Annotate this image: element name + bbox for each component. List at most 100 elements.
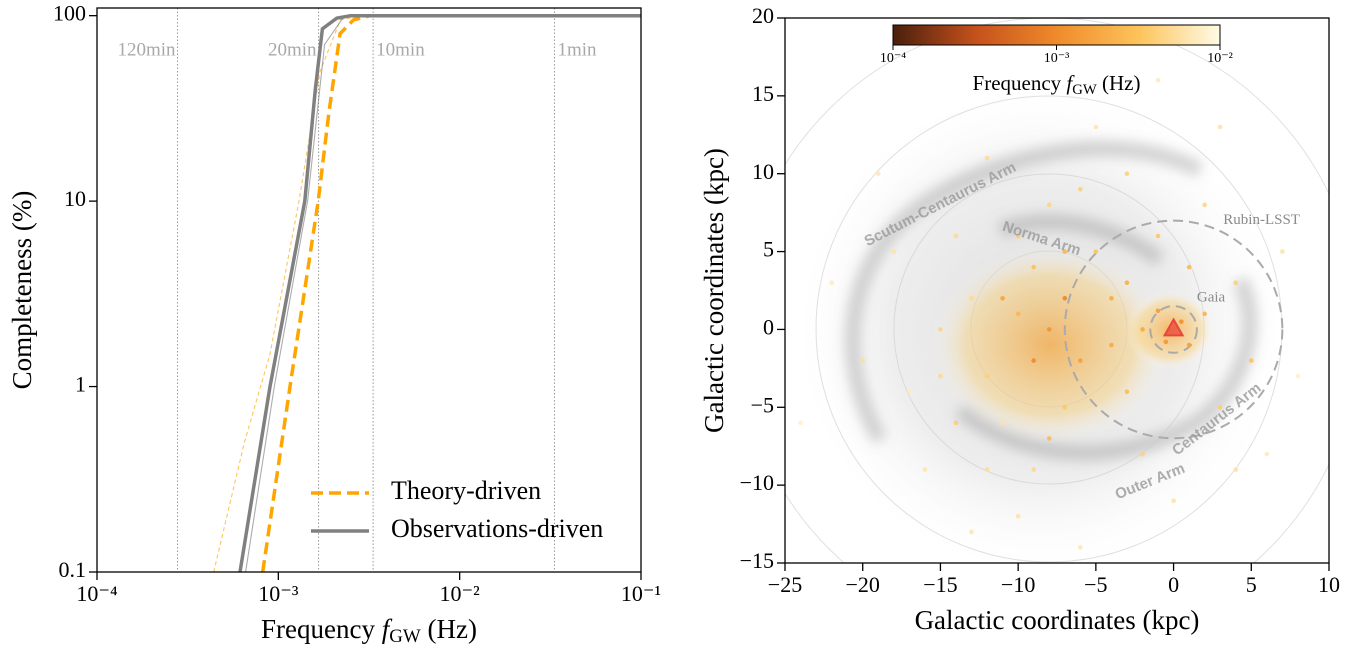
binary-point [1093,249,1099,254]
binary-point [1031,264,1036,270]
x-axis-label: Galactic coordinates (kpc) [915,605,1200,635]
minute-label: 10min [376,39,425,60]
binary-point [938,373,943,379]
x-tick-label: −15 [923,572,957,597]
binary-point [1062,295,1068,301]
binary-point [969,295,974,301]
binary-point [1140,327,1145,332]
region-label: Gaia [1197,290,1226,306]
binary-point [1155,233,1161,239]
x-tick-label: 10⁻³ [258,581,299,606]
y-axis-label: Completeness (%) [7,191,37,390]
x-tick-label: 10⁻² [440,581,481,606]
binary-point [1078,545,1083,550]
binary-point [1202,202,1207,208]
binary-point [1093,124,1099,130]
minute-label: 1min [557,39,597,60]
binary-point [1015,233,1021,239]
colorbar [892,24,1221,46]
legend-label: Theory-driven [391,476,541,505]
binary-point [1155,308,1161,314]
binary-point [1078,186,1083,192]
binary-point [1140,451,1145,457]
binary-point [1248,358,1254,363]
binary-point [907,389,912,395]
binary-point [1202,311,1207,317]
minute-label: 20min [268,39,317,60]
colorbar-label: Frequency fGW (Hz) [973,71,1141,99]
binary-point [922,467,928,472]
x-axis-label: Frequency fGW (Hz) [261,614,477,647]
x-tick-label: −25 [768,572,802,597]
galaxy-background [785,18,1329,563]
x-tick-label: 10 [1318,572,1340,597]
x-tick-label: −5 [1084,572,1107,597]
region-label: Rubin-LSST [1223,212,1300,228]
binary-point [1124,280,1130,286]
x-tick-label: −20 [846,572,880,597]
y-tick-label: 10 [64,186,86,211]
minute-label: 120min [117,39,176,60]
sun-marker [1162,317,1185,337]
binary-point [984,373,990,379]
binary-point [1031,358,1036,363]
x-tick-label: 10⁻⁴ [76,581,118,606]
binary-point [1015,311,1021,317]
x-tick-label: 0 [1168,572,1179,597]
binary-point [1233,467,1239,472]
binary-point [969,529,974,535]
y-tick-label: 100 [53,1,86,26]
binary-point [875,171,881,177]
y-tick-label: 5 [763,237,774,262]
binary-point [1295,373,1301,379]
x-tick-label: −10 [1001,572,1035,597]
binary-point [1109,295,1114,301]
plot-frame [96,7,642,573]
colorbar-tick-label: 10⁻⁴ [880,51,906,66]
y-tick-label: 0.1 [59,557,87,582]
binary-point [860,358,866,363]
y-tick-label: 15 [752,81,774,106]
y-tick-label: −5 [751,392,774,417]
binary-point [1264,451,1270,457]
binary-point [1062,249,1068,254]
series-line [238,13,641,573]
y-axis-label: Galactic coordinates (kpc) [699,148,729,433]
binary-point [1171,498,1176,504]
binary-point [1046,327,1052,332]
binary-point [953,420,959,426]
binary-point [891,249,897,254]
binary-point [1062,404,1068,410]
x-tick-label: 5 [1246,572,1257,597]
binary-point [1217,124,1223,130]
binary-point [1280,249,1285,254]
binary-point [1233,280,1239,286]
y-tick-label: −10 [740,470,774,495]
binary-point [1217,404,1223,410]
legend-label: Observations-driven [391,514,603,543]
binary-point [1163,339,1169,345]
binary-point [1078,358,1083,363]
binary-point [1000,295,1005,301]
binary-point [1109,342,1114,348]
plot-frame [784,17,1330,564]
x-tick-label: 10⁻¹ [621,581,661,606]
binary-point [984,467,990,472]
colorbar-tick-label: 10⁻³ [1044,51,1070,66]
binary-point [953,233,959,239]
y-tick-label: 0 [763,314,774,339]
binary-point [1124,389,1130,395]
binary-point [1186,342,1192,348]
y-tick-label: 20 [752,3,774,28]
binary-point [1155,77,1161,83]
binary-point [938,327,943,332]
binary-point [984,155,990,161]
binary-point [1015,513,1021,519]
binary-point [798,420,803,426]
binary-point [1031,467,1036,472]
binary-point [1046,436,1052,441]
y-tick-label: 1 [75,372,86,397]
colorbar-tick-label: 10⁻² [1207,51,1233,66]
binary-point [1124,171,1130,177]
